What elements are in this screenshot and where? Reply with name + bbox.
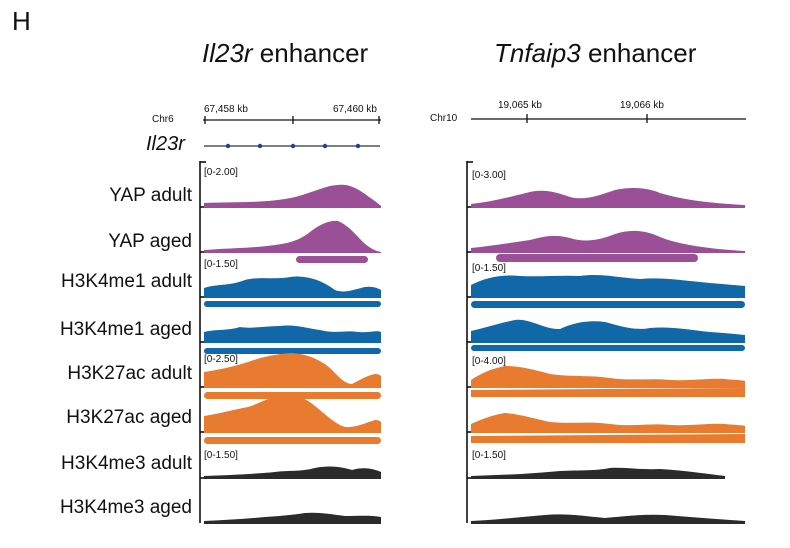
signal-yap-aged-left (204, 220, 381, 253)
track-label-yap-aged: YAP aged (108, 231, 192, 252)
h3k4me1-bar-adult-right (471, 301, 745, 308)
right-title-gene: Tnfaip3 (494, 38, 581, 68)
yap-peak-bar-right (496, 254, 698, 262)
range-right-h3k27ac: [0-4.00] (472, 356, 506, 367)
signal-h3k4me3-aged-right (471, 514, 745, 524)
track-label-h3k27ac-aged: H3K27ac aged (66, 407, 192, 428)
range-right-h3k4me1: [0-1.50] (472, 263, 506, 274)
signal-h3k4me1-aged-right (471, 319, 745, 343)
range-left-yap: [0-2.00] (204, 167, 238, 178)
track-label-h3k4me1-aged: H3K4me1 aged (59, 319, 192, 340)
signal-h3k4me3-aged-left (204, 512, 381, 524)
yap-peak-bar-left (296, 256, 368, 263)
left-title-suffix: enhancer (252, 38, 369, 68)
panel-letter: H (12, 6, 31, 36)
right-coord-left: 19,065 kb (498, 100, 542, 111)
signal-yap-adult-right (471, 188, 745, 208)
signal-h3k4me3-adult-left (204, 466, 381, 479)
h3k27ac-bar-aged-left (204, 437, 381, 444)
track-label-h3k27ac-adult: H3K27ac adult (67, 363, 192, 384)
signal-yap-aged-right (471, 230, 745, 253)
signal-yap-adult-left (204, 184, 381, 208)
h3k4me1-bar-aged-left (204, 348, 381, 354)
signal-h3k4me1-adult-left (204, 276, 381, 298)
track-label-h3k4me3-adult: H3K4me3 adult (61, 453, 192, 474)
left-chrom-label: Chr6 (152, 114, 174, 125)
right-coord-right: 19,066 kb (620, 100, 664, 111)
signal-h3k4me1-adult-right (471, 275, 745, 298)
h3k4me1-bar-adult-left (204, 301, 381, 307)
range-left-h3k4me1: [0-1.50] (204, 259, 238, 270)
right-panel-title: Tnfaip3 enhancer (494, 38, 696, 69)
left-title-gene: Il23r (202, 38, 253, 68)
h3k27ac-bar-aged-right (471, 434, 745, 443)
track-label-yap-adult: YAP adult (109, 185, 192, 206)
left-coord-left: 67,458 kb (204, 104, 248, 115)
signal-h3k4me1-aged-left (204, 325, 381, 343)
signal-h3k27ac-adult-right (471, 366, 745, 388)
signal-h3k27ac-aged-right (471, 413, 745, 433)
right-title-suffix: enhancer (580, 38, 697, 68)
range-right-h3k4me3: [0-1.50] (472, 450, 506, 461)
left-coord-right: 67,460 kb (333, 104, 377, 115)
gene-model-label: Il23r (146, 133, 185, 155)
left-coordinate-ruler (203, 116, 381, 124)
range-left-h3k27ac: [0-2.50] (204, 354, 238, 365)
range-left-h3k4me3: [0-1.50] (204, 450, 238, 461)
gene-model-il23r (204, 143, 380, 149)
track-label-h3k4me3-aged: H3K4me3 aged (59, 497, 192, 518)
left-panel-title: Il23r enhancer (202, 38, 368, 69)
h3k27ac-bar-adult-right (471, 388, 745, 397)
signal-h3k4me3-adult-right (471, 467, 725, 479)
signal-h3k27ac-aged-left (204, 393, 381, 433)
h3k4me1-bar-aged-right (471, 345, 745, 351)
signal-h3k27ac-adult-left (204, 353, 381, 388)
track-label-h3k4me1-adult: H3K4me1 adult (61, 271, 192, 292)
right-chrom-label: Chr10 (430, 113, 458, 124)
range-right-yap: [0-3.00] (472, 170, 506, 181)
right-coordinate-ruler (471, 114, 746, 123)
